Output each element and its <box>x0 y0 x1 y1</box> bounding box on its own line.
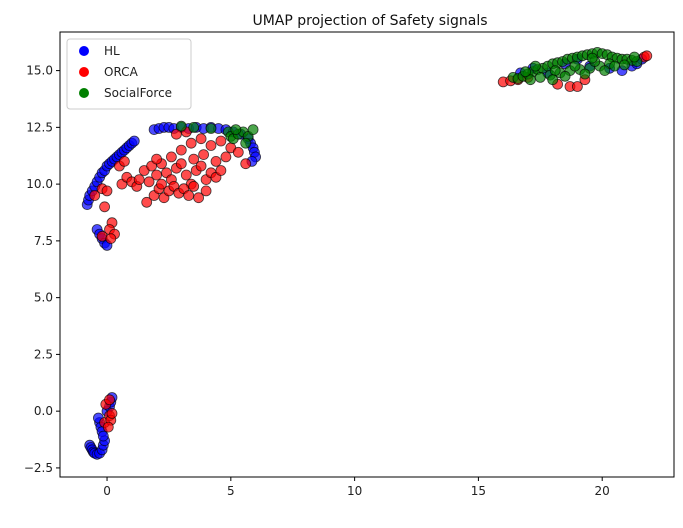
point-socialforce-59 <box>547 74 559 86</box>
point-orca-52 <box>198 149 210 161</box>
point-socialforce-51 <box>530 60 541 72</box>
point-orca-0 <box>89 190 101 201</box>
legend-marker-orca <box>79 67 89 77</box>
point-socialforce-9 <box>247 124 259 136</box>
point-orca-22 <box>175 158 187 170</box>
point-socialforce-52 <box>520 66 531 78</box>
point-orca-53 <box>188 153 200 165</box>
point-orca-38 <box>183 190 195 201</box>
point-orca-42 <box>165 151 177 163</box>
point-orca-77 <box>641 50 653 62</box>
x-tick-label-0: 0 <box>103 484 111 498</box>
legend-label-socialforce: SocialForce <box>104 86 172 100</box>
point-socialforce-50 <box>609 60 620 72</box>
point-socialforce-48 <box>569 60 581 72</box>
point-orca-59 <box>193 192 205 204</box>
points-layer <box>81 47 653 460</box>
point-orca-14 <box>105 233 117 245</box>
y-tick-label-1: 0.0 <box>34 404 53 418</box>
point-orca-41 <box>156 178 167 190</box>
point-orca-44 <box>185 137 197 149</box>
point-orca-57 <box>240 158 252 170</box>
y-tick-label-0: −2.5 <box>24 461 53 475</box>
x-tick-label-3: 15 <box>471 484 486 498</box>
y-tick-label-7: 15.0 <box>26 64 53 78</box>
legend: HL ORCA SocialForce <box>66 38 192 110</box>
y-tick-label-5: 10.0 <box>26 177 53 191</box>
point-hl-59 <box>97 430 109 442</box>
point-socialforce-54 <box>579 68 591 80</box>
point-orca-45 <box>195 133 207 145</box>
point-socialforce-2 <box>205 123 217 134</box>
point-socialforce-1 <box>188 122 200 133</box>
point-socialforce-58 <box>586 52 598 64</box>
point-socialforce-0 <box>175 120 187 132</box>
point-orca-47 <box>215 135 227 147</box>
point-orca-68 <box>106 407 118 419</box>
point-socialforce-11 <box>230 124 242 136</box>
x-tick-label-2: 10 <box>347 484 362 498</box>
point-socialforce-39 <box>534 72 546 83</box>
point-orca-3 <box>99 201 110 213</box>
point-orca-54 <box>170 128 182 140</box>
point-socialforce-57 <box>629 51 640 63</box>
point-orca-40 <box>143 176 155 188</box>
point-orca-30 <box>141 196 153 208</box>
point-orca-67 <box>104 394 115 406</box>
point-orca-56 <box>215 165 227 176</box>
point-orca-9 <box>119 155 130 167</box>
point-orca-49 <box>232 146 244 158</box>
point-orca-46 <box>205 140 217 151</box>
y-tick-label-2: 2.5 <box>34 347 53 361</box>
y-tick-label-4: 7.5 <box>34 234 53 248</box>
point-hl-20 <box>128 135 140 147</box>
plot-frame <box>59 31 675 478</box>
point-socialforce-53 <box>559 70 571 82</box>
legend-box <box>66 38 192 110</box>
legend-marker-socialforce <box>79 88 89 98</box>
point-socialforce-47 <box>549 65 561 76</box>
x-tick-label-4: 20 <box>595 484 610 498</box>
point-orca-65 <box>102 421 114 433</box>
point-orca-51 <box>210 155 222 167</box>
point-socialforce-56 <box>619 59 630 71</box>
point-orca-75 <box>572 81 583 92</box>
x-tick-label-1: 5 <box>227 484 235 498</box>
point-socialforce-10 <box>240 137 252 149</box>
point-orca-23 <box>180 169 192 181</box>
y-axis: −2.5 0.0 2.5 5.0 7.5 10.0 12.5 15.0 <box>24 64 60 475</box>
chart-title: UMAP projection of Safety signals <box>252 13 487 29</box>
legend-label-hl: HL <box>104 44 120 58</box>
point-orca-50 <box>220 151 232 163</box>
point-orca-61 <box>151 153 163 165</box>
y-tick-label-6: 12.5 <box>26 120 53 134</box>
x-axis: 0 5 10 15 20 <box>103 477 610 498</box>
legend-label-orca: ORCA <box>104 65 139 79</box>
point-socialforce-38 <box>525 74 536 86</box>
point-orca-2 <box>101 185 113 197</box>
point-orca-60 <box>133 174 145 186</box>
y-tick-label-3: 5.0 <box>34 291 53 305</box>
point-orca-43 <box>175 144 187 156</box>
point-orca-58 <box>200 185 212 197</box>
point-orca-39 <box>188 180 200 192</box>
point-socialforce-55 <box>599 65 611 76</box>
legend-marker-hl <box>79 46 89 56</box>
point-orca-26 <box>195 160 207 172</box>
